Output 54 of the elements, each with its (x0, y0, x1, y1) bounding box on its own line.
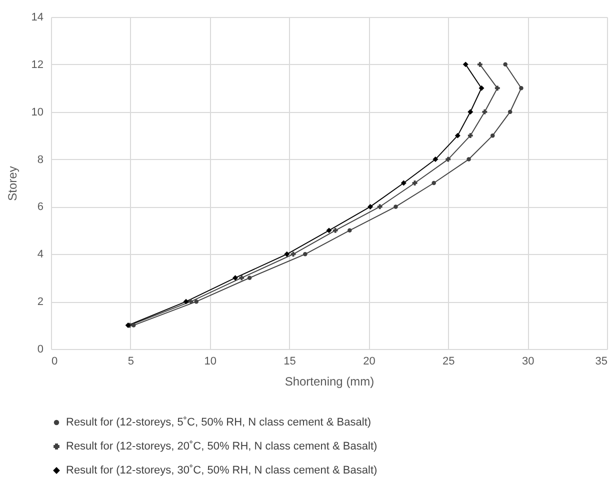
y-tick-label: 10 (31, 106, 44, 118)
legend-label: Result for (12-storeys, 5˚C, 50% RH, N class cement & Basalt) (66, 416, 372, 428)
point (446, 156, 451, 162)
y-tick-label: 2 (37, 296, 44, 308)
point (490, 133, 495, 138)
point (194, 299, 198, 304)
point (519, 86, 524, 90)
y-tick-label: 12 (31, 58, 44, 71)
point (432, 156, 438, 162)
point (478, 85, 484, 91)
point (412, 180, 418, 186)
point (188, 299, 194, 304)
x-axis-title: Shortening (mm) (284, 374, 374, 388)
point (326, 228, 332, 234)
point (466, 157, 471, 162)
x-tick-label: 0 (52, 356, 58, 368)
x-tick-label: 25 (442, 356, 455, 368)
point (247, 276, 252, 280)
point (303, 252, 308, 256)
point (394, 204, 398, 209)
legend-label: Result for (12-storeys, 20˚C, 50% RH, N class cement & Basalt) (66, 440, 378, 452)
point (503, 62, 508, 67)
point (468, 109, 474, 115)
y-tick-label: 0 (37, 344, 44, 356)
y-tick-label: 14 (31, 12, 44, 24)
point (468, 133, 473, 138)
point (494, 86, 500, 91)
point (482, 109, 488, 114)
point (348, 228, 352, 233)
y-tick-label: 8 (37, 154, 44, 166)
y-axis-title: Storey (5, 166, 20, 201)
legend-label: Result for (12-storeys, 30˚C, 50% RH, N class cement & Basalt) (66, 464, 378, 476)
x-tick-label: 10 (204, 356, 216, 368)
point (400, 180, 406, 186)
point (477, 62, 482, 67)
point (508, 110, 512, 114)
point (131, 323, 136, 328)
point (284, 251, 290, 257)
point (377, 204, 382, 210)
y-tick-label: 4 (37, 248, 44, 261)
x-tick-label: 20 (363, 356, 376, 368)
point (183, 298, 189, 304)
point (368, 204, 374, 210)
point (332, 228, 338, 233)
x-tick-label: 35 (595, 356, 608, 368)
point (454, 132, 460, 138)
x-tick-label: 15 (284, 356, 296, 368)
point (462, 62, 468, 68)
x-tick-label: 5 (128, 356, 134, 368)
point (232, 275, 238, 281)
point (432, 180, 436, 186)
y-tick-label: 6 (37, 201, 44, 214)
point (239, 275, 244, 280)
x-tick-label: 30 (522, 356, 534, 368)
